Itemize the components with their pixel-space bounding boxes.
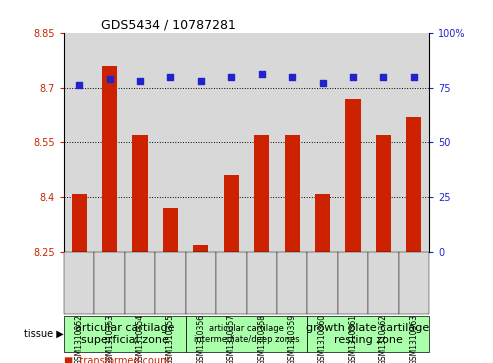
Bar [155, 33, 186, 252]
FancyBboxPatch shape [64, 252, 95, 314]
Bar [307, 33, 338, 252]
Text: GSM1310357: GSM1310357 [227, 314, 236, 363]
Bar [406, 117, 422, 252]
Text: GSM1310356: GSM1310356 [196, 314, 206, 363]
Bar [376, 135, 391, 252]
Bar [345, 98, 360, 252]
FancyBboxPatch shape [125, 252, 155, 314]
Point [75, 82, 83, 88]
Text: GSM1310362: GSM1310362 [379, 314, 388, 363]
Text: GSM1310361: GSM1310361 [349, 314, 357, 363]
Bar [125, 33, 155, 252]
Text: GSM1310359: GSM1310359 [287, 314, 297, 363]
Point [197, 78, 205, 84]
Bar [95, 33, 125, 252]
Point [318, 80, 326, 86]
FancyBboxPatch shape [186, 252, 216, 314]
Point [288, 74, 296, 79]
Bar [216, 33, 246, 252]
FancyBboxPatch shape [155, 252, 186, 314]
Text: tissue ▶: tissue ▶ [24, 329, 64, 339]
Text: GSM1310363: GSM1310363 [409, 314, 418, 363]
Text: articular cartilage
intermediate/deep zones: articular cartilage intermediate/deep zo… [194, 325, 299, 344]
Point [410, 74, 418, 79]
Bar [102, 66, 117, 252]
FancyBboxPatch shape [307, 252, 338, 314]
Point [380, 74, 387, 79]
Point [167, 74, 175, 79]
Text: ■  transformed count: ■ transformed count [64, 356, 171, 363]
Bar [163, 208, 178, 252]
Text: GSM1310353: GSM1310353 [105, 314, 114, 363]
FancyBboxPatch shape [186, 316, 307, 352]
FancyBboxPatch shape [368, 252, 398, 314]
Text: GDS5434 / 10787281: GDS5434 / 10787281 [101, 19, 236, 32]
Bar [71, 194, 87, 252]
Point [227, 74, 235, 79]
Bar [224, 175, 239, 252]
Bar [368, 33, 398, 252]
Bar [254, 135, 269, 252]
FancyBboxPatch shape [246, 252, 277, 314]
Text: GSM1310358: GSM1310358 [257, 314, 266, 363]
FancyBboxPatch shape [95, 252, 125, 314]
Text: growth plate cartilage
resting zone: growth plate cartilage resting zone [307, 323, 430, 345]
Point [349, 74, 357, 79]
FancyBboxPatch shape [398, 252, 429, 314]
Text: articular cartilage
superficial zone: articular cartilage superficial zone [75, 323, 175, 345]
Text: GSM1310355: GSM1310355 [166, 314, 175, 363]
Bar [277, 33, 307, 252]
Bar [246, 33, 277, 252]
Point [136, 78, 144, 84]
Point [258, 72, 266, 77]
FancyBboxPatch shape [307, 316, 429, 352]
Bar [193, 245, 209, 252]
Text: GSM1310360: GSM1310360 [318, 314, 327, 363]
FancyBboxPatch shape [338, 252, 368, 314]
FancyBboxPatch shape [64, 316, 186, 352]
Bar [338, 33, 368, 252]
Point [106, 76, 113, 82]
Bar [64, 33, 95, 252]
Text: GSM1310354: GSM1310354 [136, 314, 144, 363]
Text: GSM1310352: GSM1310352 [75, 314, 84, 363]
Bar [315, 194, 330, 252]
FancyBboxPatch shape [277, 252, 307, 314]
Bar [186, 33, 216, 252]
Bar [284, 135, 300, 252]
FancyBboxPatch shape [216, 252, 246, 314]
Bar [133, 135, 148, 252]
Bar [398, 33, 429, 252]
